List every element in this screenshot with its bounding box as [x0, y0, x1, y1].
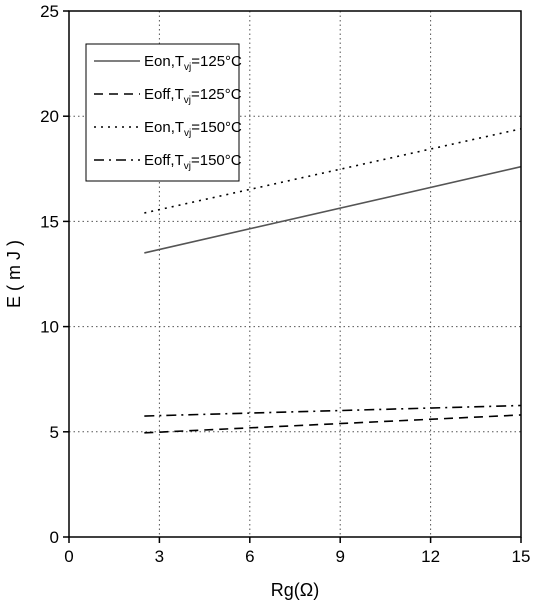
legend-label-main: Eoff,T	[144, 152, 184, 169]
series-line-1	[144, 165, 522, 254]
y-axis-title: E ( m J )	[4, 240, 24, 308]
legend-label-sub: vj	[184, 161, 191, 172]
legend-label-sub: vj	[184, 62, 191, 73]
legend-label-sub: vj	[184, 95, 191, 106]
x-tick-label: 0	[64, 547, 73, 566]
plot-frame	[68, 10, 522, 538]
y-tick-label: 10	[40, 318, 59, 337]
y-tick-label: 20	[40, 107, 59, 126]
series-lines	[144, 128, 522, 434]
x-axis-title: Rg(Ω)	[271, 580, 319, 600]
legend-label-1: Eon,Tvj=125°C	[144, 53, 242, 73]
legend-label-tail: =125°C	[191, 53, 242, 70]
x-tick-label: 15	[512, 547, 531, 566]
legend-label-main: Eoff,T	[144, 86, 184, 103]
series-line-4	[144, 404, 522, 417]
legend-box	[85, 43, 240, 182]
y-tick-label: 15	[40, 212, 59, 231]
x-tick-label: 3	[155, 547, 164, 566]
legend-label-3: Eon,Tvj=150°C	[144, 119, 242, 139]
legend-label-sub: vj	[184, 128, 191, 139]
grid	[69, 11, 521, 537]
axis-ticks: 0 3 6 9 12 15 0 5 10 15 20 25	[40, 2, 530, 566]
y-tick-label: 5	[50, 423, 59, 442]
y-tick-label: 0	[50, 528, 59, 547]
legend-label-tail: =125°C	[191, 86, 242, 103]
y-tick-label: 25	[40, 2, 59, 21]
legend-label-2: Eoff,Tvj=125°C	[144, 86, 242, 106]
x-tick-label: 12	[421, 547, 440, 566]
legend: Eon,Tvj=125°CEoff,Tvj=125°CEon,Tvj=150°C…	[85, 43, 242, 182]
legend-label-tail: =150°C	[191, 152, 242, 169]
series-line-2	[144, 414, 522, 434]
legend-label-tail: =150°C	[191, 119, 242, 136]
legend-label-main: Eon,T	[144, 119, 184, 136]
x-tick-label: 6	[245, 547, 254, 566]
x-tick-label: 9	[335, 547, 344, 566]
series-line-3	[144, 128, 522, 214]
legend-label-main: Eon,T	[144, 53, 184, 70]
legend-label-4: Eoff,Tvj=150°C	[144, 152, 242, 172]
